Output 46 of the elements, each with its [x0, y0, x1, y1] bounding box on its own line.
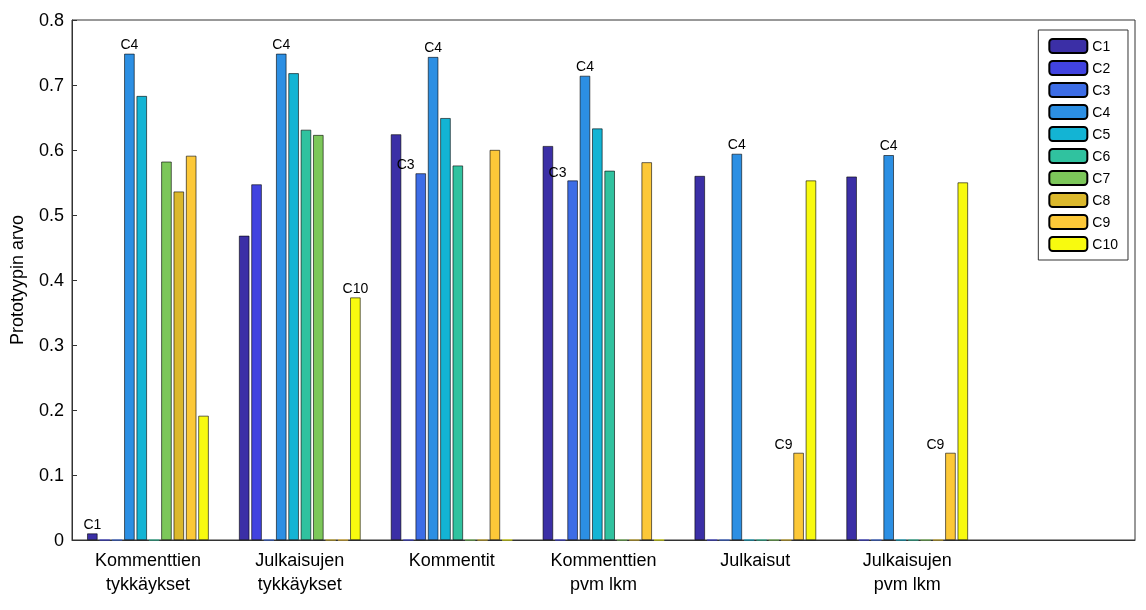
data-label: C9 — [774, 435, 793, 452]
data-label: C4 — [120, 35, 139, 52]
data-label: C4 — [727, 135, 746, 152]
y-tick-label: 0.4 — [38, 270, 64, 290]
legend-label: C9 — [1092, 214, 1111, 230]
legend-label: C1 — [1092, 38, 1111, 54]
y-tick-label: 0.6 — [38, 140, 64, 160]
data-label: C1 — [83, 515, 102, 532]
x-tick-label: Julkaisujen pvm lkm — [862, 550, 952, 594]
bar — [87, 533, 98, 540]
legend-label: C3 — [1092, 82, 1111, 98]
y-tick-label: 0.1 — [38, 465, 64, 485]
legend-label: C2 — [1092, 60, 1111, 76]
y-tick-label: 0.2 — [38, 400, 64, 420]
bar — [883, 155, 894, 540]
legend-label: C8 — [1092, 192, 1111, 208]
x-tick-label: Kommenttien pvm lkm — [550, 550, 657, 594]
bar — [489, 150, 501, 540]
legend-label: C5 — [1092, 126, 1111, 142]
x-tick-label: Julkaisujen tykkäykset — [255, 550, 345, 594]
bar — [731, 153, 742, 540]
data-label: C4 — [879, 137, 898, 154]
x-tick-label: Julkaisut — [720, 550, 791, 570]
y-tick-label: 0.3 — [38, 335, 64, 355]
x-tick-label: Kommentit — [408, 550, 495, 570]
data-label: C4 — [272, 35, 291, 52]
y-tick-label: 0.7 — [38, 75, 64, 95]
bar — [350, 297, 361, 540]
bar — [641, 162, 652, 540]
y-tick-label: 0.5 — [38, 205, 64, 225]
legend-label: C4 — [1092, 104, 1111, 120]
data-label: C4 — [424, 39, 443, 56]
data-label: C9 — [926, 435, 945, 452]
bar — [313, 135, 324, 540]
legend-label: C7 — [1092, 170, 1111, 186]
legend-label: C6 — [1092, 148, 1111, 164]
x-tick-label: Kommenttien tykkäykset — [94, 550, 201, 594]
bar — [846, 176, 857, 540]
y-tick-label: 0.8 — [38, 10, 64, 30]
y-tick-label: 0 — [53, 530, 64, 550]
bar — [415, 173, 426, 540]
legend-label: C10 — [1092, 236, 1119, 252]
y-axis-title: Prototyypin arvo — [7, 214, 27, 346]
data-label: C10 — [342, 279, 369, 296]
bar — [694, 176, 705, 540]
data-label: C4 — [576, 57, 595, 74]
